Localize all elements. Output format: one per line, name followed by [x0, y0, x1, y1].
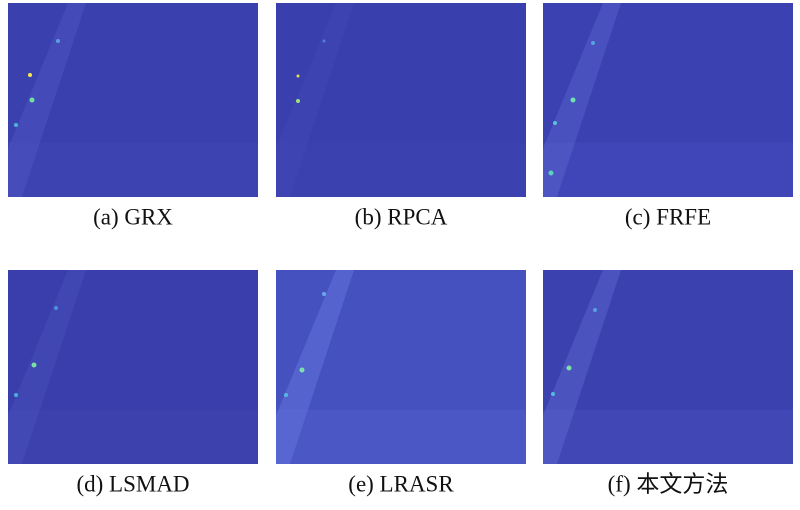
panel-image [276, 3, 526, 197]
target-dot [553, 121, 557, 125]
target-dot [548, 170, 554, 176]
target-dot [322, 39, 326, 43]
road-stripe [543, 3, 621, 197]
ground-band [276, 143, 526, 197]
caption: (b) RPCA [355, 204, 448, 229]
panel-image [543, 3, 793, 197]
caption: (d) LSMAD [76, 471, 189, 496]
road-stripe [8, 270, 86, 464]
target-dot [28, 73, 32, 77]
target-dot [566, 365, 572, 371]
target-dot [296, 74, 300, 78]
target-dot [570, 97, 576, 103]
ground-band [543, 142, 793, 197]
target-dot [299, 367, 305, 373]
target-dot [296, 99, 300, 103]
panel-image [8, 3, 258, 197]
panel [276, 3, 526, 197]
panel-image [543, 270, 793, 464]
ground-band [543, 409, 793, 464]
target-dot [284, 393, 288, 397]
target-dot [54, 306, 58, 310]
panel [276, 270, 526, 464]
target-dot [551, 392, 555, 396]
target-dot [29, 97, 35, 103]
ground-band [8, 142, 258, 197]
panel-image [276, 270, 526, 464]
road-stripe [276, 3, 354, 197]
target-dot [591, 41, 595, 45]
panel [543, 270, 793, 464]
panel [543, 3, 793, 197]
road-stripe [8, 3, 86, 197]
target-dot [593, 308, 597, 312]
road-stripe [543, 270, 621, 464]
caption: (a) GRX [93, 204, 173, 229]
ground-band [8, 409, 258, 464]
target-dot [322, 292, 326, 296]
target-dot [14, 123, 18, 127]
road-stripe [276, 270, 354, 464]
caption: (f) 本文方法 [608, 471, 729, 496]
caption: (e) LRASR [348, 471, 454, 496]
panel-image [8, 270, 258, 464]
panel [8, 270, 258, 464]
target-dot [56, 39, 60, 43]
ground-band [276, 409, 526, 464]
panel [8, 3, 258, 197]
caption: (c) FRFE [625, 204, 711, 229]
target-dot [14, 393, 18, 397]
target-dot [31, 362, 37, 368]
